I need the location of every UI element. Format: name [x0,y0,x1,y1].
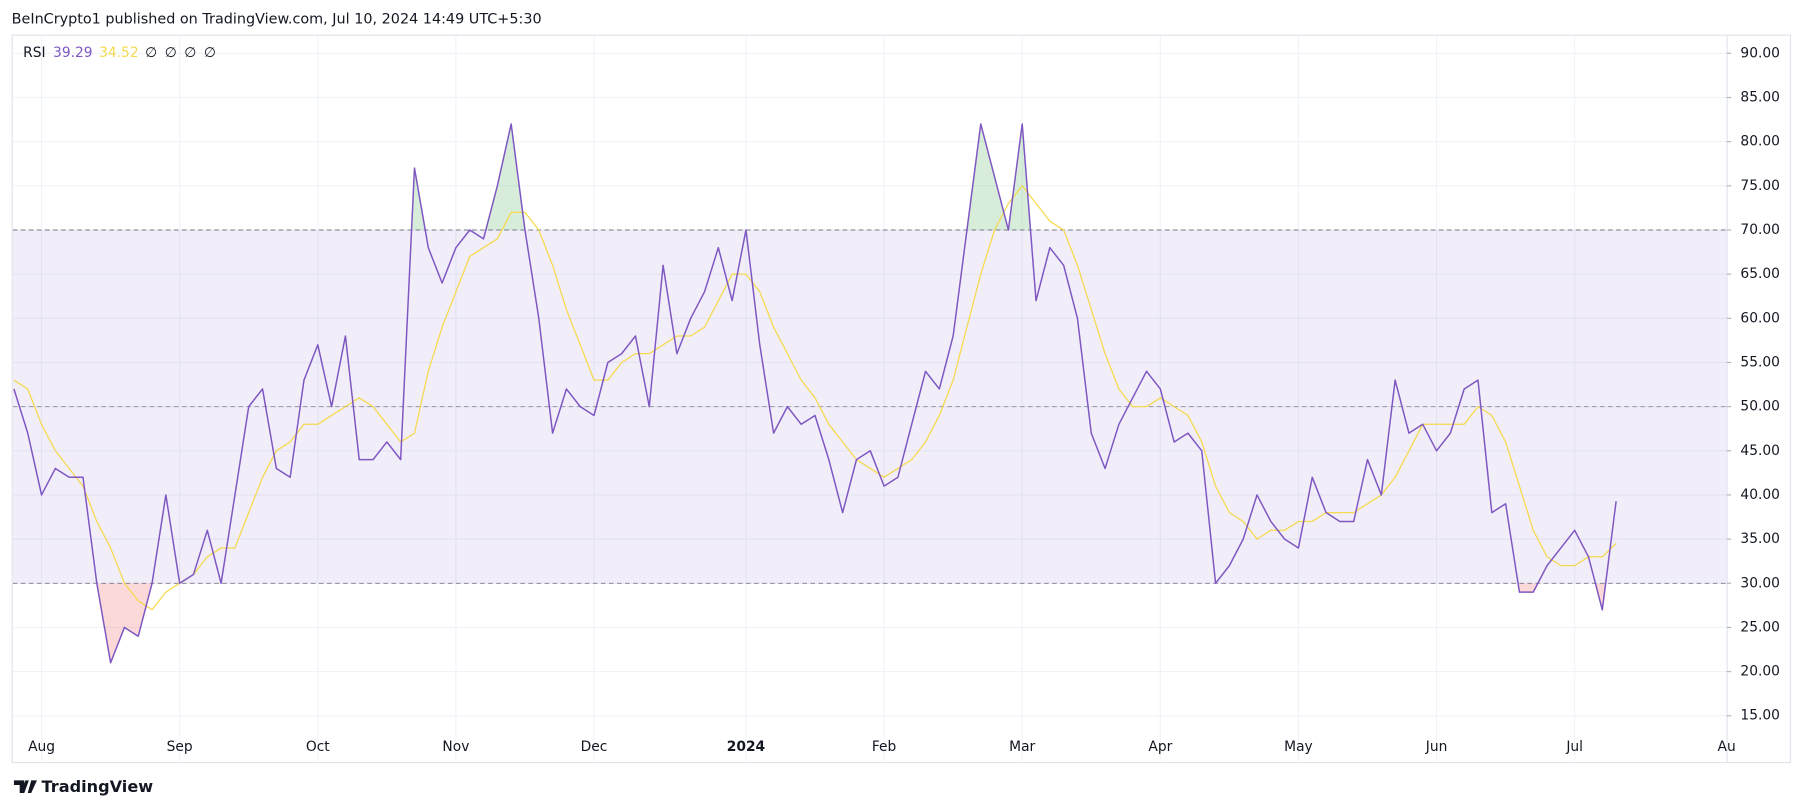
x-tick-label: 2024 [727,739,765,755]
x-tick-label: Oct [306,739,330,755]
legend-value: 34.52 [99,45,138,61]
y-tick-label: 85.00 [1740,90,1780,106]
y-tick-label: 50.00 [1740,399,1780,415]
x-tick-label: Apr [1148,739,1172,755]
legend-placeholder: ∅ [204,45,216,61]
y-tick-label: 60.00 [1740,310,1780,326]
chart-frame [11,34,1792,764]
y-tick-label: 80.00 [1740,134,1780,150]
y-tick-label: 45.00 [1740,443,1780,459]
footer-brand: TradingView [42,777,154,796]
x-tick-label: Sep [167,739,193,755]
x-tick-label: Nov [442,739,469,755]
legend: RSI 39.29 34.52 ∅ ∅ ∅ ∅ [23,45,216,61]
y-tick-label: 25.00 [1740,619,1780,635]
rsi-line [13,123,1617,664]
y-tick-label: 30.00 [1740,575,1780,591]
y-tick-label: 55.00 [1740,354,1780,370]
x-tick-label: May [1284,739,1313,755]
y-tick-label: 20.00 [1740,664,1780,680]
x-tick-label: Dec [581,739,608,755]
legend-value: 39.29 [53,45,93,61]
y-tick-label: 70.00 [1740,222,1780,238]
y-tick-label: 90.00 [1740,45,1780,61]
y-tick-label: 35.00 [1740,531,1780,547]
plot-area [12,123,1727,664]
axes: 15.00 20.00 25.00 30.00 35.00 40.00 45.00 50.00… [28,45,1780,755]
footer-logo: TradingView [13,777,154,796]
header-text: BeInCrypto1 published on TradingView.com… [12,12,542,28]
rsi-ma-line [13,185,1617,611]
logo-mark [13,780,37,794]
x-tick-label: Feb [872,739,896,755]
y-tick-label: 65.00 [1740,266,1780,282]
legend-placeholder: ∅ [145,45,157,61]
x-tick-label: Mar [1009,739,1035,755]
y-tick-label: 75.00 [1740,178,1780,194]
y-tick-label: 15.00 [1740,708,1780,724]
legend-placeholder: ∅ [165,45,177,61]
y-tick-label: 40.00 [1740,487,1780,503]
x-tick-label: Au [1718,739,1736,755]
x-tick-label: Jul [1565,739,1583,755]
legend-title: RSI [23,45,45,61]
x-tick-label: Jun [1425,739,1448,755]
x-tick-label: Aug [28,739,55,755]
legend-placeholder: ∅ [184,45,196,61]
